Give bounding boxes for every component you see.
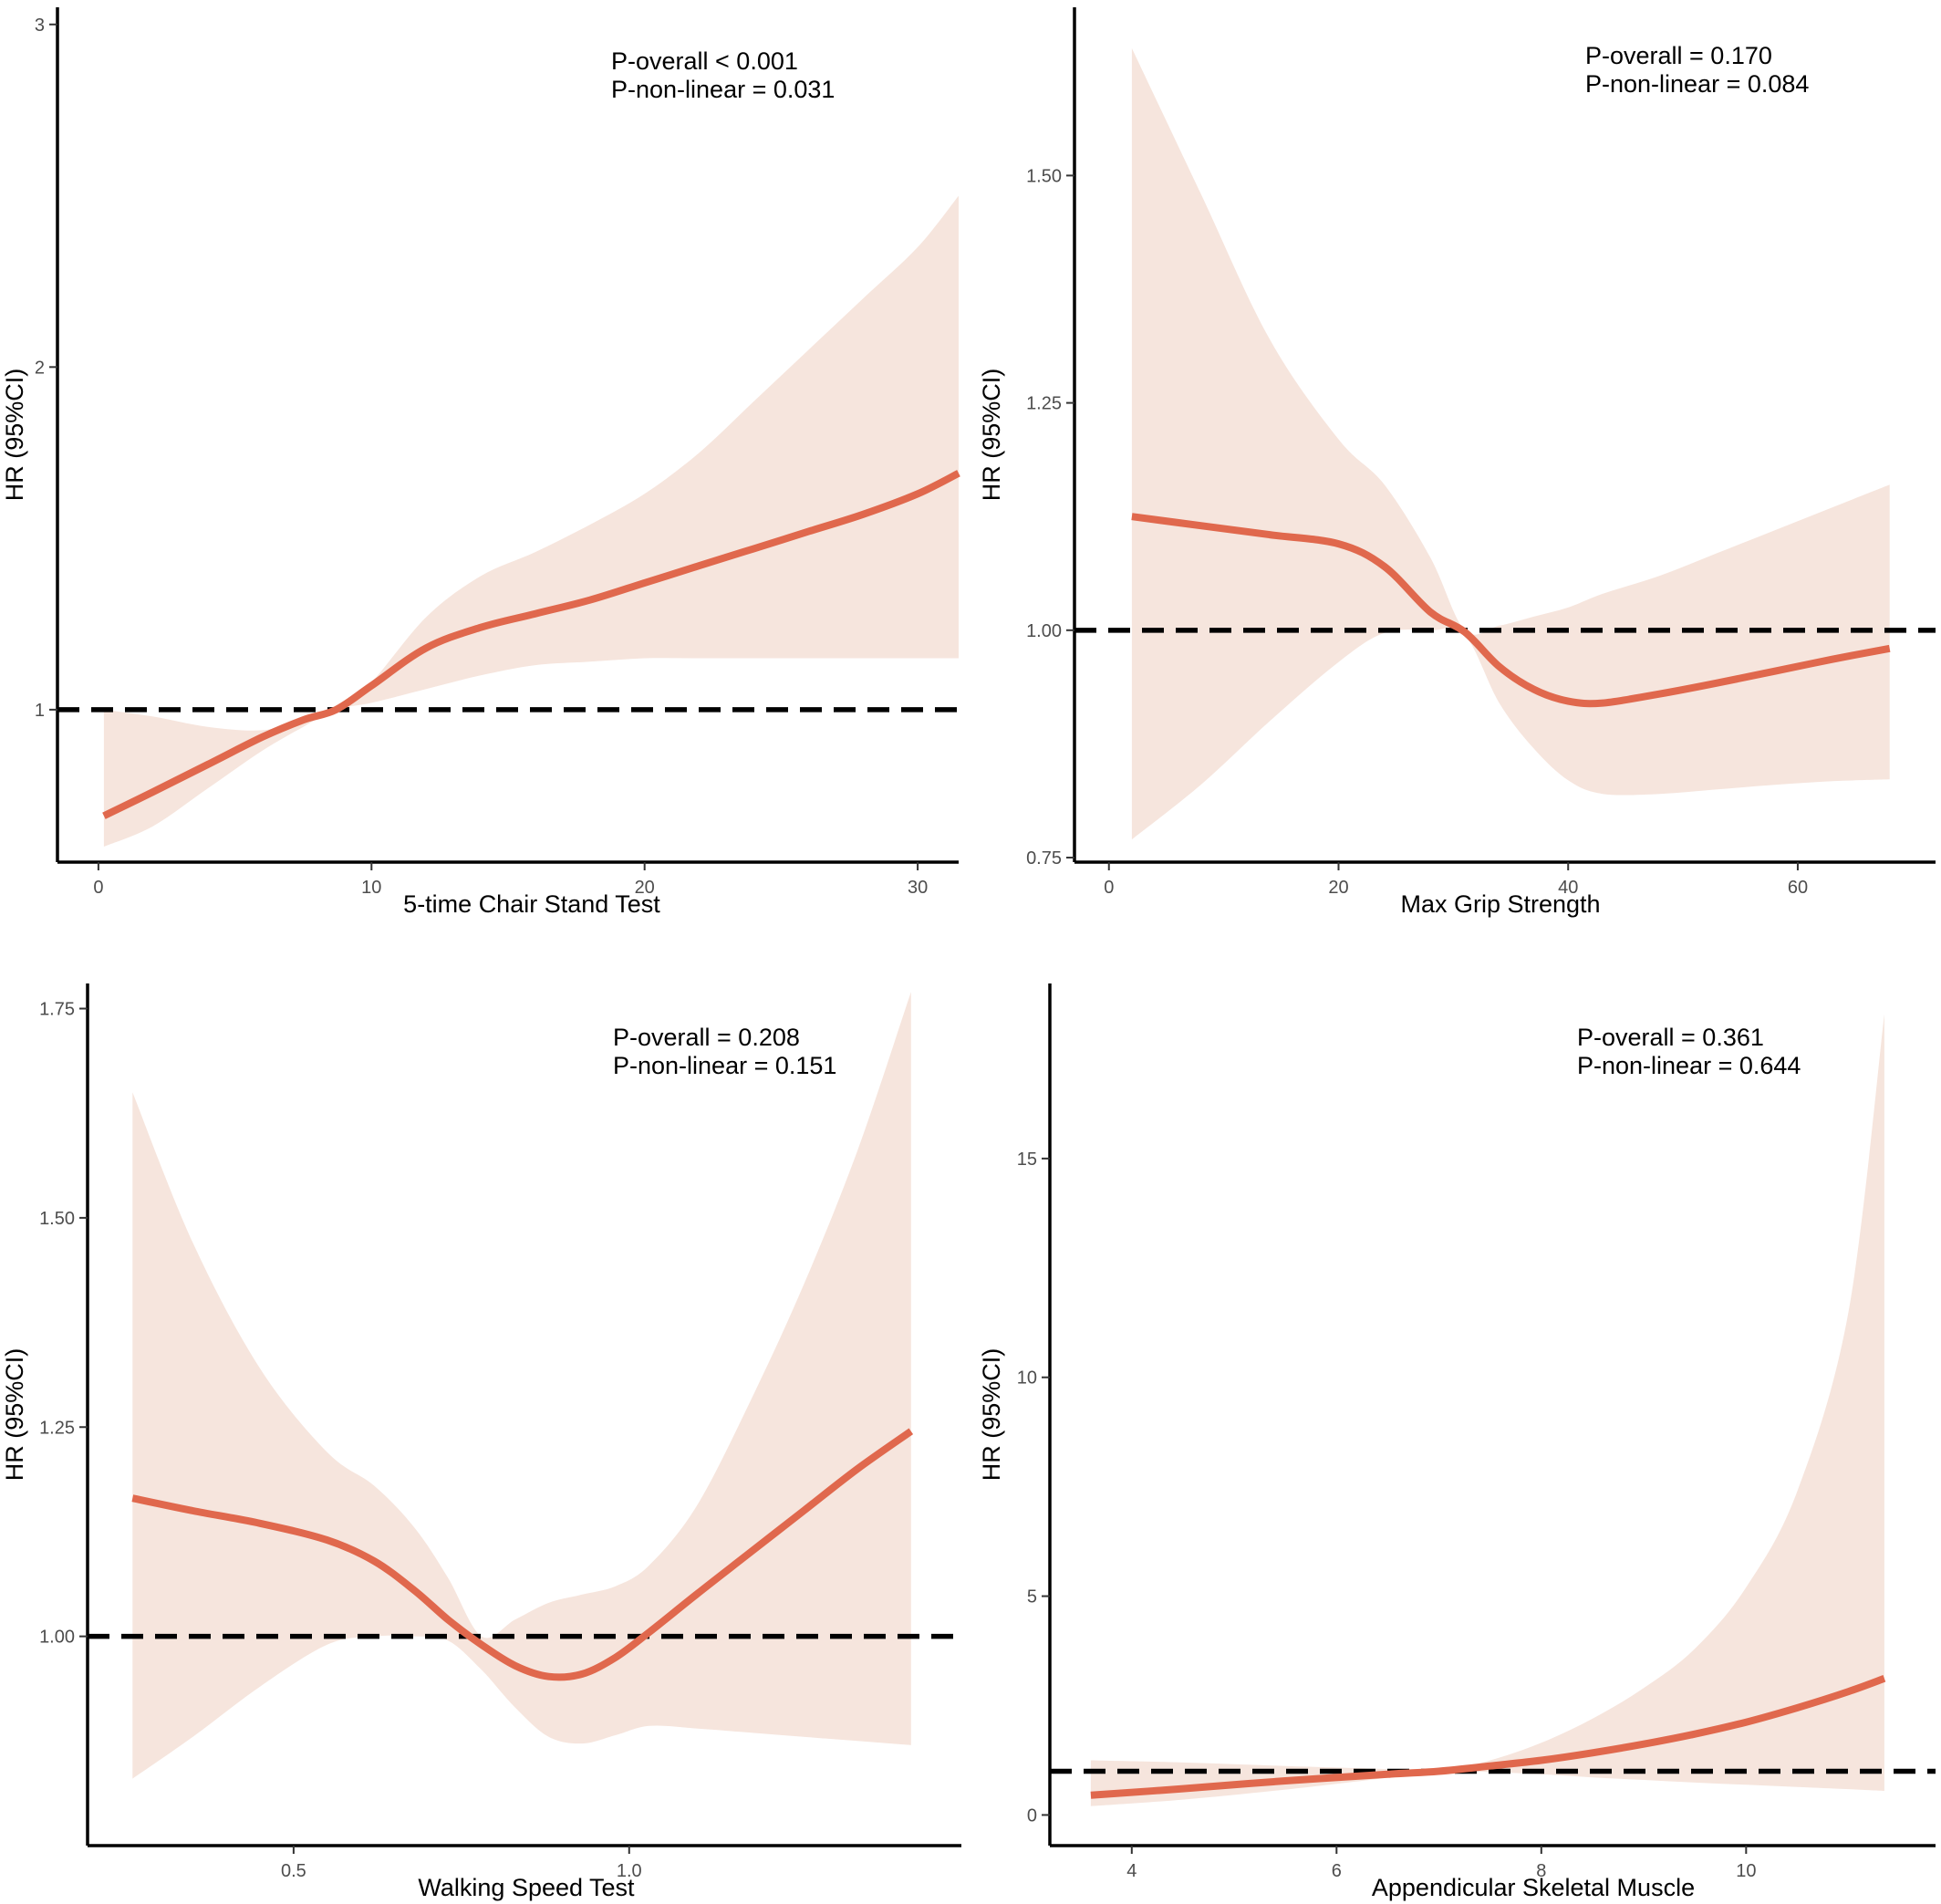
x-tick-label: 30: [908, 878, 928, 898]
x-tick-label: 40: [1558, 878, 1578, 898]
x-tick-label: 0.5: [281, 1861, 306, 1881]
y-tick-label: 1.00: [1026, 621, 1062, 641]
y-tick-label: 1.75: [39, 1000, 75, 1020]
y-tick-label: 1.50: [39, 1209, 75, 1229]
y-tick-label: 0.75: [1026, 848, 1062, 869]
y-tick-label: 1.25: [1026, 394, 1062, 414]
y-tick-label: 1.25: [39, 1418, 75, 1438]
p-overall-text: P-overall = 0.208: [613, 1024, 800, 1051]
y-tick-label: 1.00: [39, 1628, 75, 1648]
p-non-linear-text: P-non-linear = 0.644: [1577, 1052, 1801, 1079]
y-tick-label: 10: [1017, 1368, 1037, 1389]
y-axis-title: HR (95%CI): [978, 1348, 1005, 1482]
x-axis-title: Max Grip Strength: [1400, 890, 1600, 918]
p-non-linear-text: P-non-linear = 0.031: [611, 76, 835, 103]
y-axis-title: HR (95%CI): [1, 1348, 28, 1482]
hr-curve: [102, 470, 960, 819]
x-tick-label: 60: [1788, 878, 1808, 898]
x-tick-label: 20: [1328, 878, 1348, 898]
chart-panel-3: 0.5 1.0 1.00 1.25 1.50 1.75 Walking Speed Test…: [1, 983, 961, 1901]
y-tick-label: 5: [1027, 1587, 1037, 1607]
y-axis-title: HR (95%CI): [1, 369, 28, 502]
hr-curve: [1131, 513, 1891, 708]
y-tick-label: 1: [35, 701, 45, 721]
p-overall-text: P-overall = 0.170: [1585, 42, 1772, 69]
ci-band: [1090, 1014, 1884, 1806]
chart-panel-1: 0 10 20 30 1 2 3 5-time Chair Stand Test HR (95%…: [1, 7, 960, 918]
ci-band: [132, 992, 911, 1779]
chart-panel-2: 0 20 40 60 0.75 1.00 1.25 1.50 Max Grip Strength…: [978, 7, 1936, 918]
p-overall-text: P-overall = 0.361: [1577, 1024, 1764, 1051]
p-non-linear-text: P-non-linear = 0.084: [1585, 70, 1809, 98]
x-axis-title: Appendicular Skeletal Muscle: [1372, 1874, 1695, 1901]
y-axis-title: HR (95%CI): [978, 369, 1005, 502]
x-axis-title: Walking Speed Test: [418, 1874, 635, 1901]
x-tick-label: 8: [1536, 1861, 1546, 1881]
x-tick-label: 4: [1126, 1861, 1137, 1881]
ci-band: [1131, 47, 1890, 840]
p-non-linear-text: P-non-linear = 0.151: [613, 1052, 836, 1079]
x-tick-label: 20: [635, 878, 655, 898]
x-tick-label: 0: [93, 878, 103, 898]
x-tick-label: 6: [1332, 1861, 1342, 1881]
y-tick-label: 1.50: [1026, 166, 1062, 186]
y-tick-label: 15: [1017, 1150, 1037, 1170]
ci-band: [103, 195, 959, 848]
y-tick-label: 0: [1027, 1805, 1037, 1826]
x-axis-title: 5-time Chair Stand Test: [403, 890, 660, 918]
x-tick-label: 1.0: [617, 1861, 642, 1881]
chart-panel-4: 4 6 8 10 0 5 10 15 Appendicular Skeletal Muscle H…: [978, 983, 1936, 1901]
hr-curve: [1090, 1675, 1886, 1799]
hr-curve: [131, 1428, 914, 1681]
y-tick-label: 2: [35, 358, 45, 378]
x-tick-label: 10: [1736, 1861, 1756, 1881]
y-tick-label: 3: [35, 16, 45, 36]
x-tick-label: 0: [1104, 878, 1114, 898]
x-tick-label: 10: [361, 878, 381, 898]
p-overall-text: P-overall < 0.001: [611, 47, 798, 75]
